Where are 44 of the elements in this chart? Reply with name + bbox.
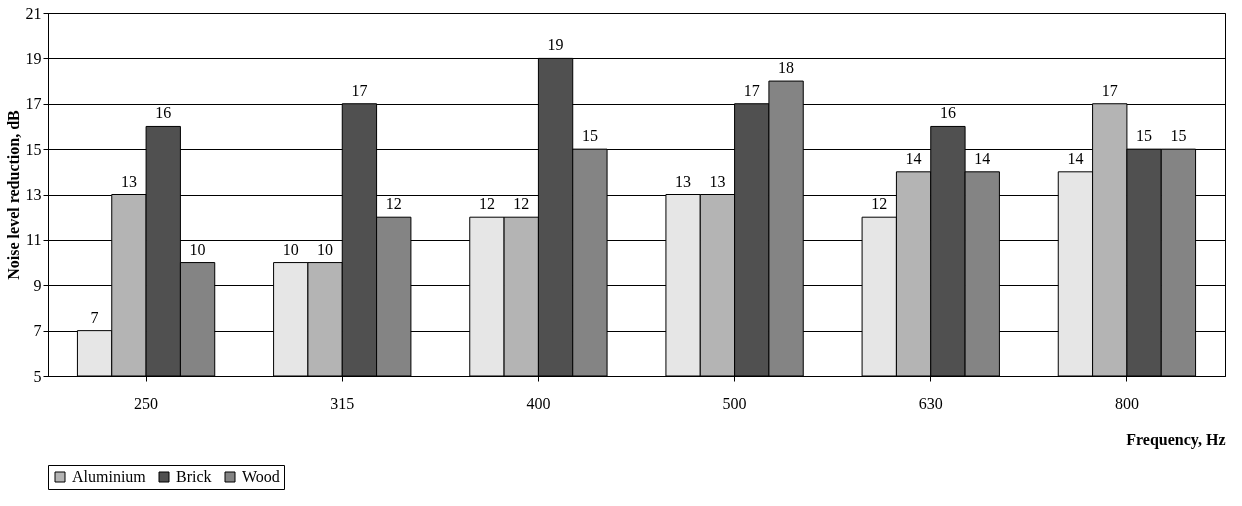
data-label: 16 [939,104,956,122]
data-label: 10 [317,240,334,258]
data-label: 12 [871,195,888,213]
y-tick-label: 17 [25,95,42,113]
data-label: 13 [120,172,137,190]
x-tick-label: 630 [918,394,943,412]
y-axis-title: Noise level reduction, dB [4,109,22,280]
data-label: 18 [778,59,795,77]
data-label: 12 [478,195,495,213]
data-label: 12 [385,195,402,213]
data-label: 19 [547,36,564,54]
x-tick-label: 250 [134,394,159,412]
data-label: 15 [1136,127,1153,145]
x-tick-label: 500 [722,394,747,412]
y-tick-label: 13 [25,186,42,203]
data-label: 13 [675,172,692,190]
legend-label: Brick [176,468,212,485]
legend-label: Wood [242,468,280,485]
y-tick-label: 21 [25,4,42,22]
data-label: 15 [581,127,598,145]
data-label: 17 [351,81,368,99]
x-tick-label: 400 [526,394,551,412]
data-label: 14 [905,149,922,167]
y-tick-label: 11 [26,231,42,249]
x-tick-label: 315 [330,394,355,412]
data-label: 17 [743,81,760,99]
legend-label: Aluminium [72,468,147,485]
y-tick-label: 5 [33,367,42,385]
y-tick-label: 19 [25,49,42,67]
data-label: 13 [709,172,726,190]
x-axis-title: Frequency, Hz [1126,430,1226,449]
y-tick-label: 15 [25,140,42,158]
data-label: 17 [1101,81,1118,99]
y-tick-label: 7 [33,322,42,340]
data-label: 15 [1170,127,1187,145]
data-label: 12 [513,195,530,213]
data-label: 16 [155,104,172,122]
y-tick-label: 9 [33,276,42,294]
x-tick-label: 800 [1114,394,1139,412]
data-label: 14 [1067,149,1084,167]
data-label: 10 [189,240,206,258]
data-label: 7 [90,308,99,326]
data-label: 14 [974,149,991,167]
data-label: 10 [282,240,299,258]
